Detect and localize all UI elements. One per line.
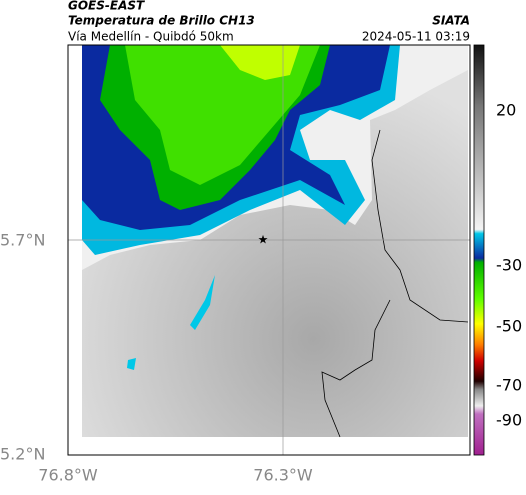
lon-label: 76.8°W [38, 466, 98, 485]
axis-labels: 5.7°N 5.2°N 76.8°W 76.3°W [0, 231, 313, 485]
coastline [321, 129, 469, 438]
colorbar-labels: 20 -30 -50 -70 -90 [496, 101, 522, 430]
lat-label: 5.2°N [0, 445, 45, 464]
lat-label: 5.7°N [0, 231, 45, 250]
map-frame [67, 44, 471, 456]
title: GOES-EAST [68, 0, 145, 13]
lon-label: 76.3°W [253, 466, 313, 485]
agency: SIATA [432, 14, 470, 28]
location-star: ★ [258, 233, 269, 247]
colorbar [473, 44, 485, 456]
colorbar-label: -30 [496, 256, 522, 275]
header: GOES-EAST Temperatura de Brillo CH13 Vía… [68, 0, 470, 44]
colorbar-label: 20 [496, 101, 516, 120]
location: Vía Medellín - Quibdó 50km [68, 30, 234, 44]
datetime: 2024-05-11 03:19 [362, 30, 470, 44]
colorbar-label: -70 [496, 376, 522, 395]
satellite-image [82, 45, 468, 437]
colorbar-label: -90 [496, 411, 522, 430]
subtitle: Temperatura de Brillo CH13 [68, 14, 255, 28]
colorbar-label: -50 [496, 317, 522, 336]
